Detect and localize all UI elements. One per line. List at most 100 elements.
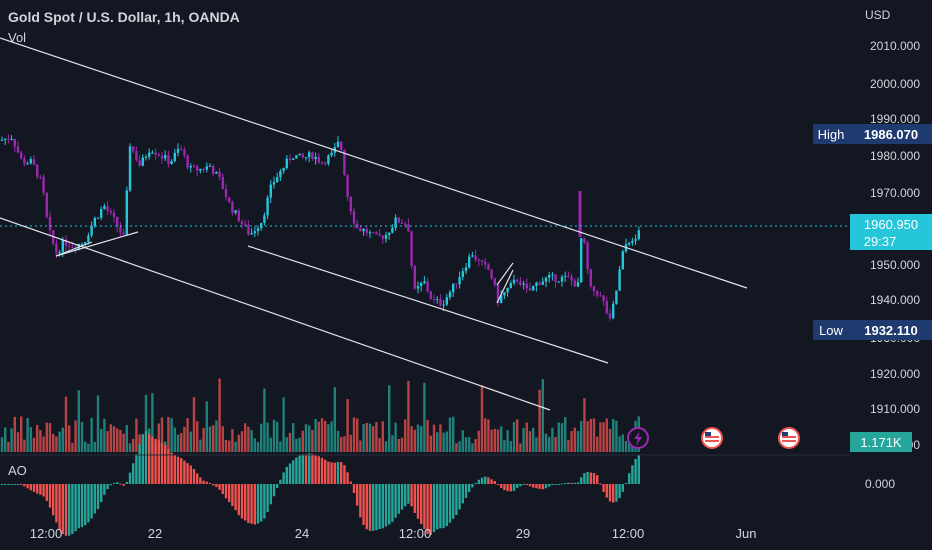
volume-bar — [404, 419, 407, 452]
volume-bar — [548, 436, 551, 452]
trend-line — [55, 231, 139, 257]
ao-bar — [61, 484, 64, 535]
us-flag-icon[interactable] — [778, 427, 800, 449]
ao-bar — [71, 484, 74, 534]
lightning-icon[interactable] — [627, 427, 649, 449]
ao-bar — [7, 484, 10, 485]
volume-bar — [295, 438, 298, 452]
volume-bar — [586, 421, 589, 452]
candle-body — [55, 243, 58, 254]
ao-bar — [477, 479, 480, 484]
volume-bar — [119, 429, 122, 452]
volume-bar — [458, 441, 461, 452]
candle-body — [368, 232, 372, 234]
candle-body — [256, 228, 260, 232]
candle-body — [144, 156, 148, 158]
ao-bar — [314, 454, 317, 484]
volume-bar — [180, 433, 183, 452]
volume-bar — [32, 437, 36, 452]
volume-bar — [212, 425, 215, 452]
volume-bar — [573, 427, 576, 452]
candle-body — [128, 146, 132, 191]
candle-body — [413, 265, 416, 289]
ao-bar — [532, 484, 535, 488]
ao-bar — [391, 484, 394, 522]
ao-bar — [487, 477, 490, 484]
ao-bar — [237, 484, 240, 516]
candle-body — [631, 240, 634, 243]
volume-bar — [605, 418, 608, 452]
ao-bar — [608, 484, 612, 502]
candle-body — [285, 158, 288, 169]
volume-bar — [16, 432, 20, 452]
ao-bar — [231, 484, 234, 507]
candle-body — [578, 191, 582, 237]
ao-bar — [36, 484, 39, 494]
trend-line — [0, 217, 551, 411]
candle-body — [20, 152, 23, 159]
ao-bar — [148, 434, 151, 484]
ao-indicator-label[interactable]: AO — [8, 463, 27, 478]
volume-bar — [244, 423, 247, 452]
ao-bar — [503, 484, 506, 491]
candle-body — [416, 286, 420, 289]
ao-bar — [509, 484, 512, 492]
time-axis[interactable]: 12:00 22 24 12:00 29 12:00 Jun — [30, 526, 757, 541]
trend-lines[interactable] — [0, 37, 748, 411]
volume-bar — [477, 430, 480, 452]
candle-body — [336, 141, 340, 148]
volume-indicator-label[interactable]: Vol — [8, 30, 27, 45]
ao-bar — [317, 456, 320, 484]
candle-body — [77, 243, 80, 249]
candle-body — [308, 152, 311, 158]
ao-bar — [464, 484, 468, 498]
candle-body — [551, 274, 554, 276]
low-value: 1932.110 — [864, 323, 918, 338]
candle-body — [567, 275, 570, 277]
candle-body — [141, 157, 144, 166]
volume-bar — [602, 422, 605, 452]
volume-bar — [74, 420, 77, 452]
volume-bar — [413, 429, 416, 452]
candle-body — [592, 285, 596, 292]
volume-bar — [256, 442, 260, 452]
candle-body — [599, 295, 602, 297]
candle-body — [605, 301, 608, 314]
candle-body — [458, 277, 461, 285]
candle-body — [173, 152, 176, 162]
candle-body — [532, 285, 535, 291]
ao-bar — [228, 484, 231, 503]
candle-body — [196, 166, 199, 171]
candle-body — [615, 290, 618, 304]
ao-bar — [93, 484, 96, 514]
volume-bar — [106, 431, 109, 452]
ao-bar — [285, 466, 288, 484]
candle-body — [586, 242, 589, 270]
ao-bar — [68, 484, 71, 536]
volume-bar — [144, 394, 148, 452]
chart-title[interactable]: Gold Spot / U.S. Dollar, 1h, OANDA — [8, 9, 240, 25]
price-tick: 1910.000 — [870, 402, 920, 416]
volume-bar — [362, 424, 365, 452]
ao-bar — [346, 472, 349, 484]
volume-bar — [436, 432, 439, 452]
volume-bar — [10, 428, 13, 452]
volume-bar — [109, 424, 112, 452]
price-axis[interactable]: 2010.000 2000.000 1990.000 1980.000 1970… — [865, 39, 920, 491]
volume-bar — [490, 429, 493, 452]
us-flag-icon[interactable] — [701, 427, 723, 449]
volume-bar — [615, 420, 618, 452]
ao-bar — [484, 476, 487, 484]
ao-bar — [365, 484, 368, 530]
volume-bar — [189, 431, 192, 452]
volume-bar — [487, 419, 490, 452]
candle-body — [263, 215, 266, 223]
ao-bar — [208, 483, 212, 485]
ao-bar — [250, 484, 253, 524]
volume-bar — [77, 390, 80, 452]
volume-bar — [122, 433, 125, 452]
candle-body — [266, 197, 269, 216]
candle-body — [228, 197, 231, 203]
ao-bar — [240, 484, 244, 519]
